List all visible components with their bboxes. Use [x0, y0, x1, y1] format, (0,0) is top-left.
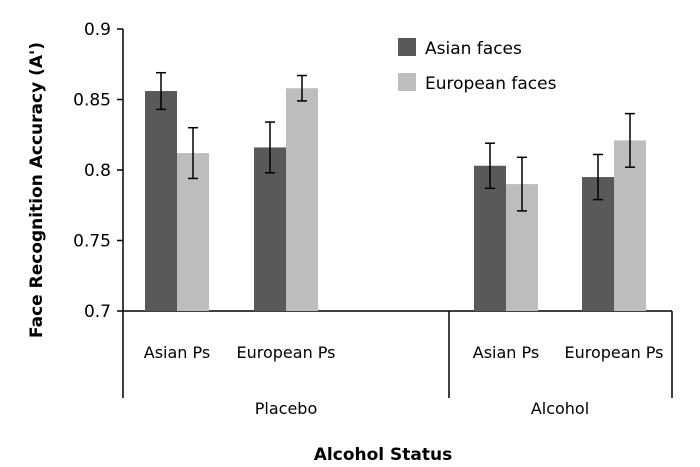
x-axis-title: Alcohol Status	[314, 445, 452, 465]
y-tick-label: 0.85	[73, 91, 111, 111]
bar-asian-faces	[254, 147, 286, 311]
legend-swatch	[398, 38, 416, 56]
bar-european-faces	[286, 88, 318, 311]
y-tick-label: 0.7	[84, 302, 111, 322]
y-tick-label: 0.8	[84, 161, 111, 181]
legend-label: European faces	[425, 74, 557, 94]
legend-swatch	[398, 73, 416, 91]
y-axis-title: Face Recognition Accuracy (A')	[27, 42, 47, 338]
y-tick-label: 0.75	[73, 232, 111, 252]
x-group-label: Placebo	[255, 399, 317, 418]
bar-european-faces	[614, 140, 646, 311]
x-category-label: Asian Ps	[144, 343, 210, 362]
x-category-label: European Ps	[237, 343, 336, 362]
bar-asian-faces	[145, 91, 177, 311]
x-category-label: European Ps	[565, 343, 664, 362]
x-category-label: Asian Ps	[473, 343, 539, 362]
y-tick-label: 0.9	[84, 20, 111, 40]
x-group-label: Alcohol	[531, 399, 589, 418]
bar-european-faces	[177, 153, 209, 311]
legend-label: Asian faces	[425, 39, 522, 59]
bar-asian-faces	[474, 165, 506, 311]
